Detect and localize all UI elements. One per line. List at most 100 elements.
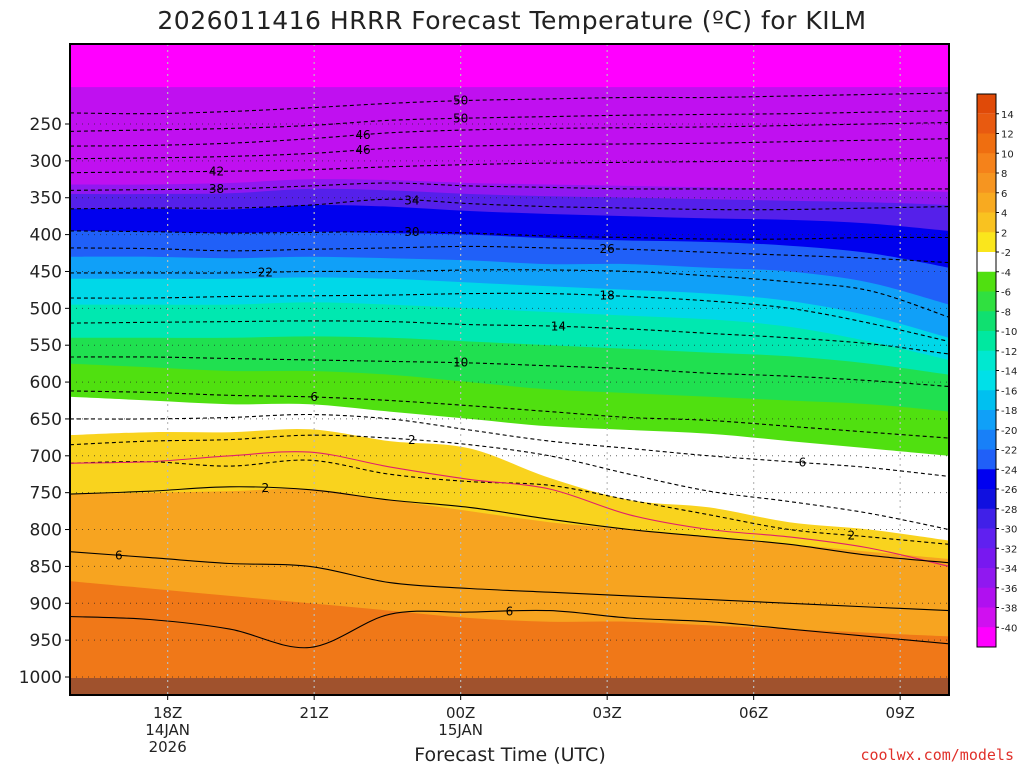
y-tick-300: 300 xyxy=(30,152,62,172)
colorbar-cell-13 xyxy=(977,370,996,391)
colorbar-cell-19 xyxy=(977,489,996,510)
y-tick-450: 450 xyxy=(30,262,62,282)
colorbar: 14 12 10 8 6 4 2 -2 -4 -6 -8 -10 -12 -14 -16 -18 -20 -22 -… xyxy=(976,93,1017,648)
y-tick-900: 900 xyxy=(30,594,62,614)
contour--22-9 xyxy=(70,269,949,318)
colorbar-label-2: 10 xyxy=(1001,149,1014,160)
contour-label-1: 50 xyxy=(453,111,468,125)
colorbar-label-7: -2 xyxy=(1001,248,1011,259)
colorbar-cell-3 xyxy=(977,173,996,194)
colorbar-label-6: 2 xyxy=(1001,228,1007,239)
contour-label-6: 34 xyxy=(404,193,419,207)
colorbar-label-12: -12 xyxy=(1001,347,1017,358)
contour-2-18 xyxy=(70,486,949,564)
x-axis-title: Forecast Time (UTC) xyxy=(414,744,606,766)
chart-title: 2026011416 HRRR Forecast Temperature (ºC… xyxy=(157,6,867,35)
x-tick-4: 06Z xyxy=(739,704,768,722)
ground-fill xyxy=(70,678,949,695)
colorbar-label-19: -26 xyxy=(1001,485,1017,496)
ground-layer xyxy=(70,678,949,695)
x-tick-date-0: 14JAN xyxy=(145,721,190,739)
colorbar-label-26: -40 xyxy=(1001,623,1017,634)
colorbar-cell-15 xyxy=(977,410,996,431)
colorbar-cell-16 xyxy=(977,429,996,450)
contour-label-14: 6 xyxy=(799,456,807,470)
plot-frame xyxy=(69,43,950,696)
y-tick-400: 400 xyxy=(30,226,62,246)
colorbar-label-1: 12 xyxy=(1001,130,1014,141)
contour-0-17 xyxy=(70,451,949,567)
contour-label-19: 6 xyxy=(115,548,123,562)
colorbar-cell-top xyxy=(977,94,996,114)
contour-label-16: 2 xyxy=(848,528,856,542)
contour-label-7: 30 xyxy=(404,225,419,239)
y-tick-250: 250 xyxy=(30,115,62,135)
colorbar-label-21: -30 xyxy=(1001,525,1017,536)
contour--2-15 xyxy=(70,434,949,531)
colorbar-cell-25 xyxy=(977,607,996,628)
contour-6-19 xyxy=(70,551,949,612)
contour-label-2: 46 xyxy=(355,128,370,142)
contour-label-18: 2 xyxy=(262,481,270,495)
contour-label-8: 26 xyxy=(600,242,615,256)
contour-label-12: 10 xyxy=(453,356,468,370)
y-tick-800: 800 xyxy=(30,521,62,541)
colorbar-label-17: -22 xyxy=(1001,446,1017,457)
colorbar-label-20: -28 xyxy=(1001,505,1017,516)
colorbar-cell-21 xyxy=(977,528,996,549)
colorbar-label-22: -32 xyxy=(1001,544,1017,555)
colorbar-cell-22 xyxy=(977,548,996,569)
contour-label-13: 6 xyxy=(310,390,318,404)
contour-label-10: 18 xyxy=(600,289,615,303)
contour-label-11: 14 xyxy=(551,319,566,333)
colorbar-label-14: -16 xyxy=(1001,386,1017,397)
y-tick-550: 550 xyxy=(30,336,62,356)
colorbar-label-24: -36 xyxy=(1001,584,1017,595)
colorbar-cell-10 xyxy=(977,311,996,332)
colorbar-cell-7 xyxy=(977,252,996,273)
colorbar-cell-14 xyxy=(977,390,996,411)
colorbar-cell-0 xyxy=(977,113,996,134)
contour-label-5: 38 xyxy=(209,182,224,196)
colorbar-label-4: 6 xyxy=(1001,189,1007,200)
colorbar-label-9: -6 xyxy=(1001,288,1011,299)
credit-text: coolwx.com/models xyxy=(860,746,1014,764)
x-tick-5: 09Z xyxy=(885,704,914,722)
colorbar-cell-2 xyxy=(977,153,996,174)
colorbar-cell-12 xyxy=(977,350,996,371)
band--99-to--42 xyxy=(70,44,949,88)
x-tick-2: 00Z xyxy=(446,704,475,722)
colorbar-cell-8 xyxy=(977,271,996,292)
colorbar-cell-1 xyxy=(977,133,996,154)
colorbar-label-23: -34 xyxy=(1001,564,1017,575)
colorbar-cell-4 xyxy=(977,192,996,213)
colorbar-cell-5 xyxy=(977,212,996,233)
colorbar-cell-23 xyxy=(977,568,996,589)
colorbar-cell-18 xyxy=(977,469,996,490)
y-tick-850: 850 xyxy=(30,557,62,577)
colorbar-label-5: 4 xyxy=(1001,209,1007,220)
colorbar-label-11: -10 xyxy=(1001,327,1017,338)
contour--18-10 xyxy=(70,292,949,343)
x-tick-date-2: 15JAN xyxy=(438,721,483,739)
colorbar-label-8: -4 xyxy=(1001,268,1011,279)
contour-label-4: 42 xyxy=(209,164,224,178)
colorbar-cell-9 xyxy=(977,291,996,312)
y-axis: 250 300 350 400 450 500 550 600 650 700 750 800 850 9… xyxy=(19,115,70,688)
colorbar-label-15: -18 xyxy=(1001,406,1017,417)
y-tick-950: 950 xyxy=(30,631,62,651)
colorbar-label-0: 14 xyxy=(1001,110,1014,121)
y-tick-700: 700 xyxy=(30,447,62,467)
colorbar-label-3: 8 xyxy=(1001,169,1007,180)
y-tick-600: 600 xyxy=(30,373,62,393)
y-tick-1000: 1000 xyxy=(19,668,62,688)
colorbar-cell-26 xyxy=(977,627,996,648)
x-tick-0: 18Z xyxy=(153,704,182,722)
x-tick-year-0: 2026 xyxy=(149,738,187,756)
colorbar-label-18: -24 xyxy=(1001,465,1017,476)
x-tick-3: 03Z xyxy=(592,704,621,722)
y-tick-650: 650 xyxy=(30,410,62,430)
x-tick-1: 21Z xyxy=(299,704,328,722)
